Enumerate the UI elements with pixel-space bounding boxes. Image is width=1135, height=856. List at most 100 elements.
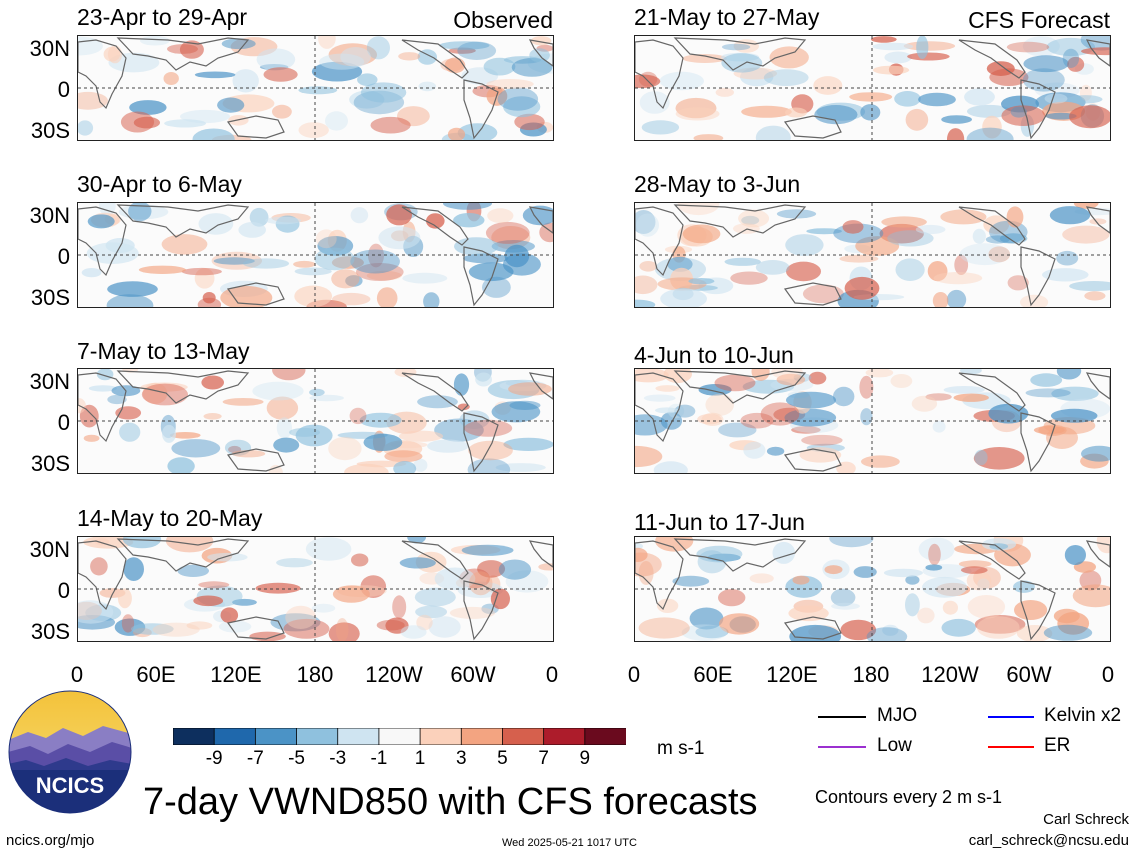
wind-anomaly-patch xyxy=(276,558,313,568)
wind-anomaly-patch xyxy=(927,261,948,282)
wind-anomaly-patch xyxy=(497,87,539,111)
wind-anomaly-patch xyxy=(776,209,817,219)
colorbar-segment xyxy=(337,727,380,746)
wind-anomaly-patch xyxy=(198,213,234,235)
wind-anomaly-patch xyxy=(860,408,873,426)
wind-anomaly-patch xyxy=(400,625,427,639)
wind-anomaly-patch xyxy=(776,373,806,386)
wind-anomaly-patch xyxy=(289,427,320,437)
wind-anomaly-patch xyxy=(443,203,492,210)
lat-label-30n: 30N xyxy=(29,369,70,394)
wind-anomaly-patch xyxy=(792,575,810,585)
wind-anomaly-patch xyxy=(681,624,728,641)
wind-anomaly-patch xyxy=(385,617,409,634)
colorbar-segment xyxy=(296,727,339,746)
wind-anomaly-patch xyxy=(88,385,117,392)
wind-anomaly-patch xyxy=(636,213,659,237)
wind-anomaly-patch xyxy=(201,375,224,390)
wind-anomaly-patch xyxy=(1022,68,1065,92)
continent-outline xyxy=(116,370,250,404)
wind-anomaly-patch xyxy=(129,100,167,115)
wind-anomaly-patch xyxy=(140,36,170,46)
panel-title-obs-2: 30-Apr to 6-May xyxy=(77,171,242,197)
wind-anomaly-patch xyxy=(453,213,485,228)
wind-anomaly-patch xyxy=(325,111,348,131)
wind-anomaly-patch xyxy=(356,263,404,281)
wind-anomaly-patch xyxy=(675,107,720,121)
continent-outline xyxy=(673,204,807,238)
wind-anomaly-patch xyxy=(539,222,553,243)
wind-anomaly-patch xyxy=(1006,41,1050,53)
wind-anomaly-patch xyxy=(117,588,132,609)
wind-anomaly-patch xyxy=(1072,584,1110,608)
wind-anomaly-patch xyxy=(81,268,102,278)
wind-anomaly-patch xyxy=(218,620,252,633)
wind-anomaly-patch xyxy=(639,261,657,272)
wind-anomaly-patch xyxy=(413,458,428,472)
wind-anomaly-patch xyxy=(895,258,925,281)
wind-anomaly-patch xyxy=(457,123,498,140)
wind-anomaly-patch xyxy=(972,228,986,244)
wind-anomaly-patch xyxy=(305,537,352,561)
wind-anomaly-patch xyxy=(741,105,792,118)
wind-anomaly-patch xyxy=(350,249,400,274)
wind-anomaly-patch xyxy=(724,257,761,266)
wind-anomaly-patch xyxy=(522,205,553,226)
wind-anomaly-patch xyxy=(399,557,436,569)
wind-anomaly-patch xyxy=(120,111,155,133)
lat-label-30n: 30N xyxy=(29,36,70,61)
wind-anomaly-patch xyxy=(447,127,466,140)
wind-anomaly-patch xyxy=(884,51,912,64)
wind-anomaly-patch xyxy=(946,289,967,307)
wind-anomaly-patch xyxy=(940,209,987,225)
wind-anomaly-patch xyxy=(311,61,363,82)
wind-anomaly-patch xyxy=(918,92,956,107)
colorbar-tick-label: 1 xyxy=(414,748,426,769)
continent-outline xyxy=(1020,580,1056,641)
wind-anomaly-patch xyxy=(932,292,949,307)
wind-anomaly-patch xyxy=(983,215,1010,234)
map-panel-obs-1 xyxy=(77,35,554,141)
wind-anomaly-patch xyxy=(256,48,296,71)
wind-anomaly-patch xyxy=(643,394,676,402)
wind-anomaly-patch xyxy=(461,544,514,556)
wind-anomaly-patch xyxy=(376,619,405,631)
wind-anomaly-patch xyxy=(1049,206,1091,225)
wind-anomaly-patch xyxy=(1067,56,1085,72)
wind-anomaly-patch xyxy=(905,593,920,617)
wind-anomaly-patch xyxy=(672,575,710,587)
wind-anomaly-patch xyxy=(376,287,398,307)
wind-anomaly-patch xyxy=(801,434,843,446)
wind-anomaly-patch xyxy=(169,432,201,439)
panel-title-fcst-3: 4-Jun to 10-Jun xyxy=(634,342,794,368)
wind-anomaly-patch xyxy=(973,447,1025,470)
wind-anomaly-patch xyxy=(655,385,680,392)
colorbar-tick-label: -3 xyxy=(329,748,347,769)
wind-anomaly-patch xyxy=(1064,545,1086,565)
continent-outline xyxy=(783,282,842,306)
wind-anomaly-patch xyxy=(232,598,257,606)
wind-anomaly-patch xyxy=(318,36,336,49)
wind-anomaly-patch xyxy=(656,598,679,613)
continent-outline xyxy=(783,616,842,640)
wind-anomaly-patch xyxy=(786,261,821,282)
wind-anomaly-patch xyxy=(192,128,235,140)
lon-label: 60E xyxy=(136,662,176,687)
colorbar-segment xyxy=(419,727,463,746)
wind-anomaly-patch xyxy=(653,461,688,473)
wind-anomaly-patch xyxy=(849,92,893,102)
panel-title-fcst-4: 11-Jun to 17-Jun xyxy=(634,509,805,535)
wind-anomaly-patch xyxy=(718,589,746,607)
wind-anomaly-patch xyxy=(918,537,955,562)
wind-anomaly-patch xyxy=(1023,55,1069,73)
wind-anomaly-patch xyxy=(366,270,402,281)
wind-anomaly-patch xyxy=(511,58,553,77)
colorbar-tick-label: -9 xyxy=(205,748,223,769)
wind-anomaly-patch xyxy=(232,69,259,93)
wind-anomaly-patch xyxy=(78,120,94,136)
wind-anomaly-patch xyxy=(824,565,843,575)
wind-anomaly-patch xyxy=(641,120,680,135)
wind-anomaly-patch xyxy=(340,47,371,67)
wind-anomaly-patch xyxy=(363,433,403,451)
wind-anomaly-patch xyxy=(220,607,239,623)
